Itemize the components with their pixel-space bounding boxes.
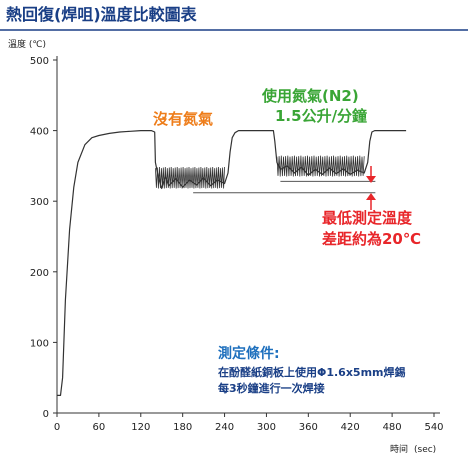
y-tick-label: 500 xyxy=(30,56,49,67)
x-axis-label: 時间 xyxy=(390,443,408,455)
y-tick-label: 0 xyxy=(43,409,49,420)
reference-lines xyxy=(193,180,376,194)
no-nitrogen-fluctuation xyxy=(155,166,225,189)
y-tick-label: 400 xyxy=(30,127,49,138)
up-arrow-head xyxy=(366,193,376,200)
header-bar xyxy=(0,0,468,30)
x-tick-label: 540 xyxy=(424,422,443,433)
x-tick-label: 0 xyxy=(54,422,60,433)
annotation-min-diff-line1: 最低測定溫度 xyxy=(322,209,413,227)
y-axis-label: 溫度 (℃) xyxy=(8,38,46,50)
y-ticks: 0 100 200 300 400 500 xyxy=(30,56,57,420)
conditions-line1: 在酚醛紙銅板上使用Φ1.6x5mm焊錫 xyxy=(218,365,406,379)
annotation-min-diff-line2: 差距約為20℃ xyxy=(322,230,421,248)
plot-axes xyxy=(56,56,440,414)
x-tick-label: 60 xyxy=(93,422,106,433)
x-tick-label: 240 xyxy=(215,422,234,433)
x-tick-label: 120 xyxy=(131,422,150,433)
conditions-line2: 每3秒鐘進行一次焊接 xyxy=(218,381,325,395)
x-ticks: 0 60 120 180 240 300 360 420 480 540 xyxy=(54,413,444,433)
min-diff-arrows xyxy=(366,166,376,210)
nitrogen-fluctuation xyxy=(276,155,365,177)
annotation-no-nitrogen: 沒有氮氣 xyxy=(153,110,213,128)
y-tick-label: 100 xyxy=(30,338,49,349)
annotation-nitrogen-line2: 1.5公升/分鐘 xyxy=(275,107,367,125)
annotation-nitrogen-line1: 使用氮氣(N2) xyxy=(261,87,359,105)
conditions-title: 測定條件: xyxy=(218,345,280,362)
x-tick-label: 300 xyxy=(257,422,276,433)
chart-title: 熱回復(焊咀)溫度比較圖表 xyxy=(6,5,198,24)
x-axis-unit: (sec) xyxy=(414,445,436,455)
x-tick-label: 480 xyxy=(383,422,402,433)
y-tick-label: 200 xyxy=(30,268,49,279)
x-tick-label: 360 xyxy=(299,422,318,433)
down-arrow-head xyxy=(366,176,376,183)
fluctuation-marks xyxy=(155,155,365,189)
y-tick-label: 300 xyxy=(30,197,49,208)
x-tick-label: 180 xyxy=(173,422,192,433)
x-tick-label: 420 xyxy=(341,422,360,433)
